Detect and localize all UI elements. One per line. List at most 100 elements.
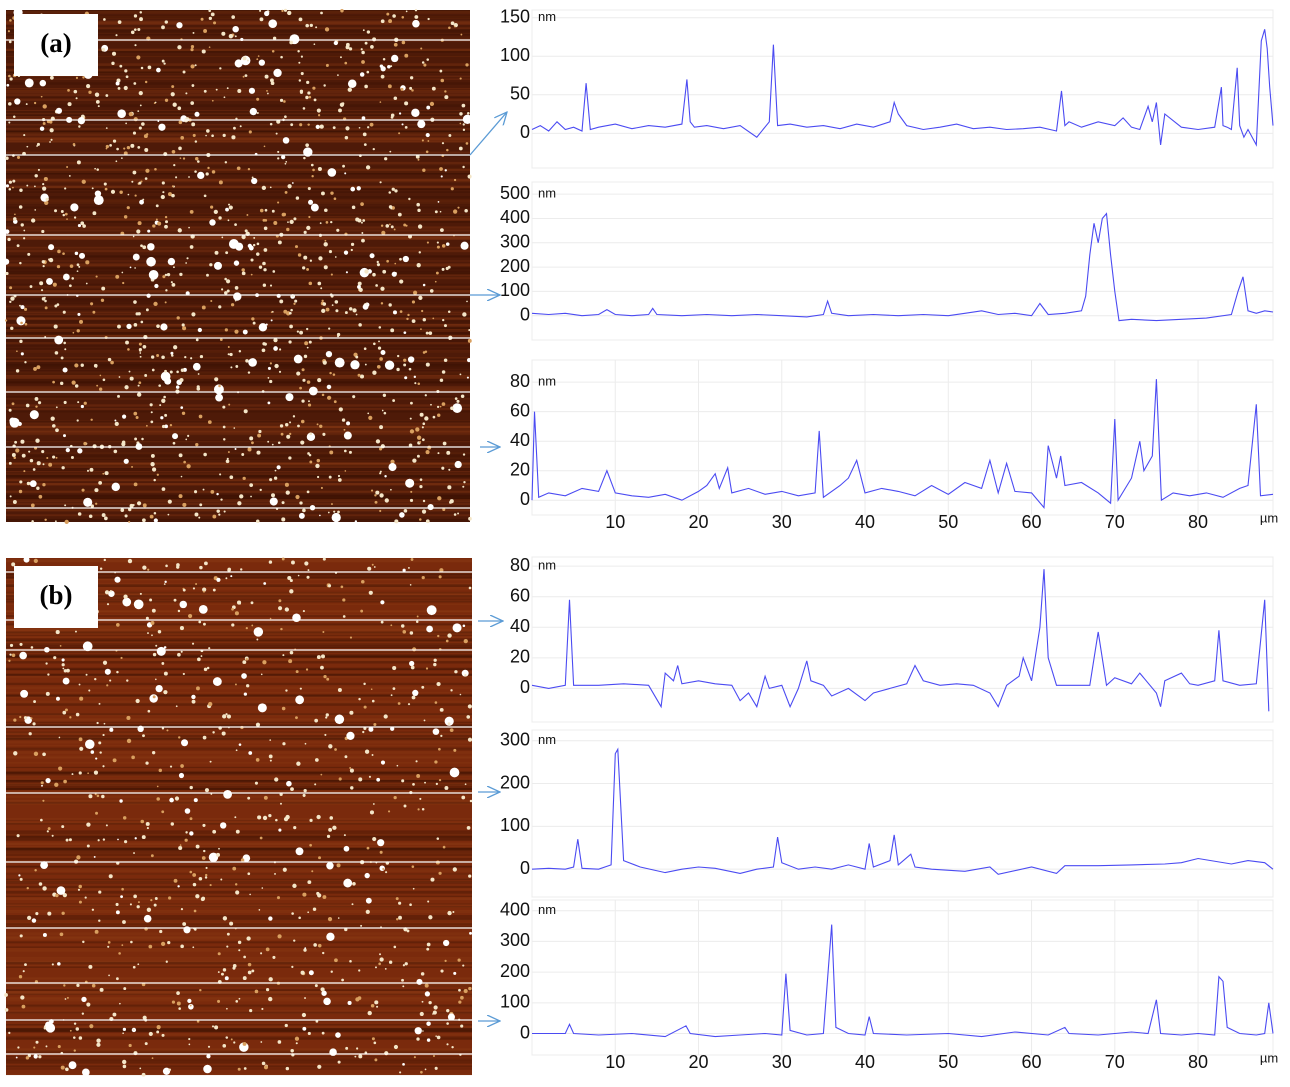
particle xyxy=(155,644,158,647)
particle xyxy=(234,816,237,819)
particle xyxy=(117,324,121,329)
particle xyxy=(179,844,182,846)
particle xyxy=(226,945,229,948)
particle xyxy=(414,9,418,12)
particle xyxy=(221,288,224,291)
particle xyxy=(166,273,171,277)
streak xyxy=(6,172,470,175)
particle xyxy=(101,794,105,799)
streak xyxy=(6,846,472,848)
particle xyxy=(417,382,421,386)
particle xyxy=(352,881,356,886)
particle xyxy=(42,463,45,466)
particle xyxy=(36,142,40,146)
streak xyxy=(6,993,472,996)
particle xyxy=(154,283,159,289)
particle xyxy=(8,40,12,44)
particle xyxy=(270,78,274,83)
particle xyxy=(140,320,144,324)
particle xyxy=(202,590,205,593)
streak xyxy=(6,740,472,742)
particle xyxy=(423,719,426,722)
particle xyxy=(294,1036,300,1041)
streak xyxy=(6,585,472,587)
particle xyxy=(464,783,467,786)
particle xyxy=(96,721,99,725)
profile-line xyxy=(532,924,1274,1038)
particle xyxy=(191,699,196,704)
particle xyxy=(257,703,267,713)
particle xyxy=(320,11,323,15)
streak xyxy=(6,595,472,598)
particle xyxy=(19,651,27,660)
particle xyxy=(403,358,407,362)
particle xyxy=(372,837,377,842)
particle xyxy=(347,1000,352,1005)
particle xyxy=(207,420,212,425)
particle xyxy=(229,475,234,480)
particle xyxy=(68,1061,77,1070)
particle xyxy=(66,165,69,168)
particle xyxy=(157,629,162,634)
particle xyxy=(178,845,183,851)
particle xyxy=(466,715,471,719)
particle xyxy=(133,28,137,32)
streak xyxy=(6,191,470,194)
particle xyxy=(411,108,420,118)
particle xyxy=(321,1031,325,1035)
particle xyxy=(29,410,39,420)
particle xyxy=(376,1005,379,1008)
particle xyxy=(225,251,229,255)
particle xyxy=(122,1032,124,1035)
particle xyxy=(320,486,323,489)
streak xyxy=(6,916,472,920)
particle xyxy=(242,854,251,863)
particle xyxy=(247,167,251,171)
particle xyxy=(12,179,16,183)
streak xyxy=(6,478,470,482)
streak xyxy=(6,960,472,963)
particle xyxy=(319,514,321,517)
particle xyxy=(169,797,174,803)
particle xyxy=(328,250,333,254)
particle xyxy=(379,357,383,361)
particle xyxy=(300,970,305,975)
particle xyxy=(18,205,23,209)
streak xyxy=(6,787,472,790)
particle xyxy=(330,503,333,506)
particle xyxy=(384,475,387,478)
particle xyxy=(16,155,21,159)
particle xyxy=(323,265,328,270)
streak xyxy=(6,1036,472,1039)
particle xyxy=(69,264,74,268)
particle xyxy=(416,202,420,207)
particle xyxy=(5,271,9,276)
particle xyxy=(89,1024,94,1029)
streak xyxy=(6,736,472,740)
streak xyxy=(6,78,470,80)
particle xyxy=(295,670,299,674)
particle xyxy=(9,653,12,656)
particle xyxy=(164,424,169,429)
particle xyxy=(108,874,113,879)
particle xyxy=(299,330,304,335)
streak xyxy=(6,906,472,908)
streak xyxy=(6,819,472,822)
particle xyxy=(213,209,218,215)
streak xyxy=(6,71,470,73)
particle xyxy=(284,482,289,487)
particle xyxy=(139,104,142,107)
particle xyxy=(133,411,138,416)
particle xyxy=(54,335,64,345)
particle xyxy=(304,997,307,1000)
particle xyxy=(277,157,280,160)
particle xyxy=(234,611,239,616)
streak xyxy=(6,470,470,473)
particle xyxy=(126,323,132,329)
particle xyxy=(53,656,57,660)
particle xyxy=(146,907,152,912)
particle xyxy=(290,308,293,312)
particle xyxy=(343,250,349,255)
streak xyxy=(6,213,470,215)
particle xyxy=(427,900,430,903)
